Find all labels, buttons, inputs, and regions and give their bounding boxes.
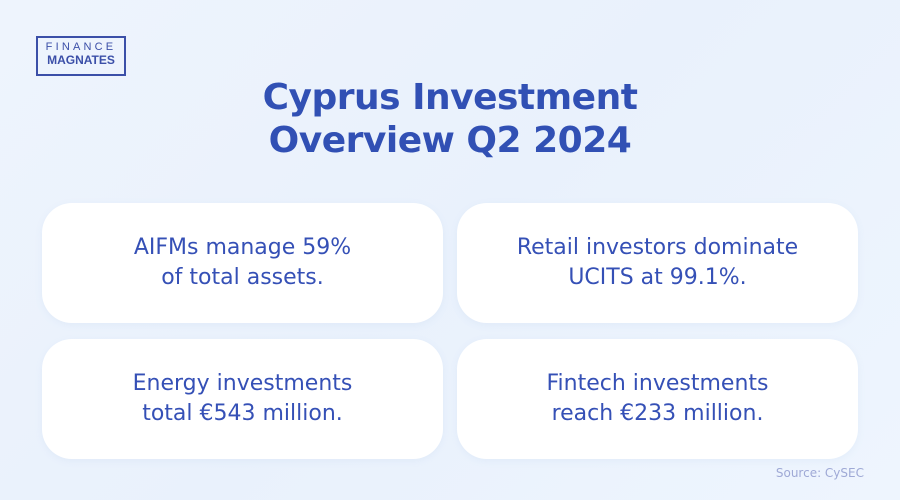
- stat-card-retail: Retail investors dominate UCITS at 99.1%.: [457, 203, 858, 323]
- page-title: Cyprus Investment Overview Q2 2024: [0, 76, 900, 162]
- card-text-line1: Fintech investments: [546, 371, 769, 396]
- title-line2: Overview Q2 2024: [268, 120, 632, 161]
- title-line1: Cyprus Investment: [262, 77, 638, 118]
- card-text-line1: Energy investments: [132, 371, 353, 396]
- card-text-line2: reach €233 million.: [551, 401, 764, 426]
- card-text-line1: AIFMs manage 59%: [133, 235, 352, 260]
- logo-line1: FINANCE: [45, 41, 117, 53]
- stat-card-fintech: Fintech investments reach €233 million.: [457, 339, 858, 459]
- card-text-line1: Retail investors dominate: [516, 235, 799, 260]
- stat-card-aifms: AIFMs manage 59% of total assets.: [42, 203, 443, 323]
- finance-magnates-logo: FINANCE MAGNATES: [36, 36, 126, 76]
- stat-card-energy: Energy investments total €543 million.: [42, 339, 443, 459]
- logo-line2: MAGNATES: [47, 53, 115, 67]
- card-text-line2: total €543 million.: [142, 401, 343, 426]
- card-text-line2: of total assets.: [161, 265, 324, 290]
- card-text-line2: UCITS at 99.1%.: [568, 265, 747, 290]
- source-note: Source: CySEC: [775, 466, 864, 480]
